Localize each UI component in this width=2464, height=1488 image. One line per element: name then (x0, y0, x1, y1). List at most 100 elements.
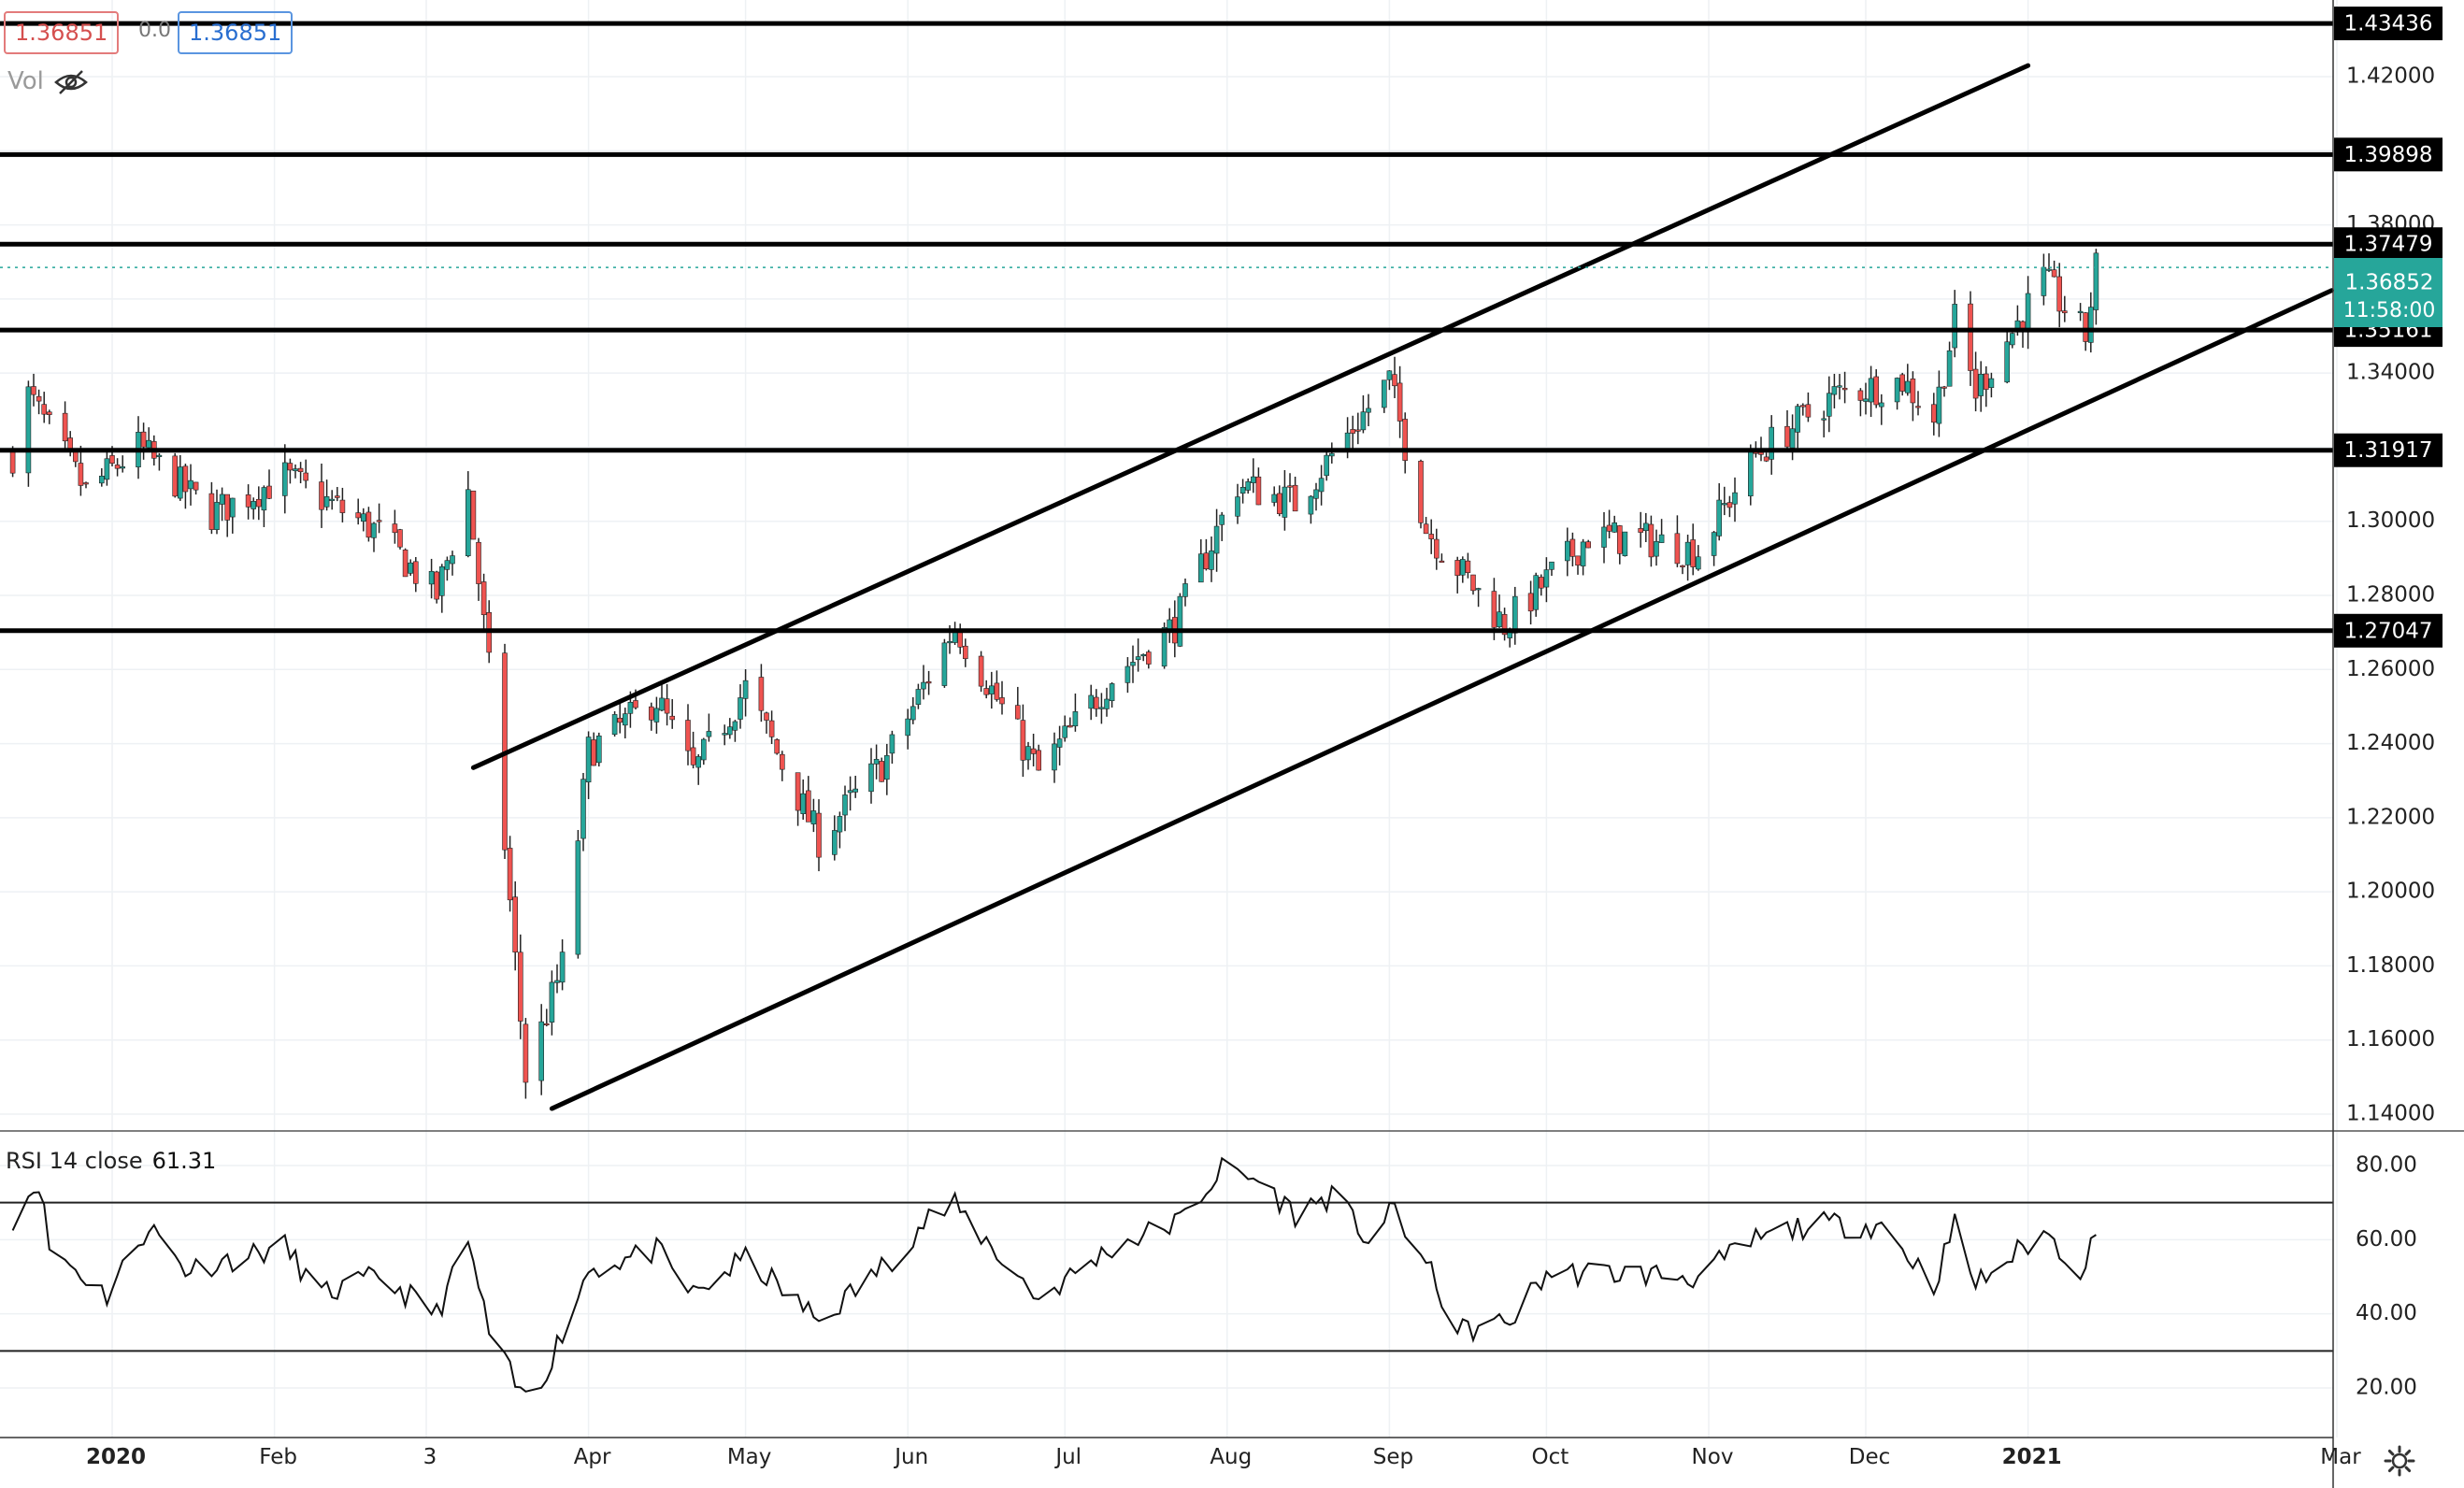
trendlines[interactable] (470, 63, 2334, 1111)
candle-up (883, 755, 890, 780)
candle-down (1805, 404, 1812, 418)
candle-down (1784, 425, 1790, 448)
candle-up (622, 713, 628, 726)
candle-up (329, 498, 336, 501)
candle-down (963, 645, 968, 660)
candle-down (1857, 390, 1864, 401)
candle-up (580, 779, 586, 839)
candle-down (1758, 451, 1764, 455)
candle-up (1601, 526, 1607, 548)
volume-label[interactable]: Vol (7, 67, 44, 95)
candle-up (25, 386, 32, 474)
candle-down (140, 431, 147, 448)
countdown-timer: 11:58:00 (2343, 299, 2436, 322)
time-axis-label: Jul (1053, 1445, 1082, 1469)
candle-up (732, 721, 738, 731)
rsi-legend[interactable]: RSI 14 close 61.31 (6, 1148, 216, 1174)
candle-up (1696, 556, 1701, 570)
candle-down (1648, 523, 1655, 558)
candle-down (297, 467, 304, 473)
rsi-axis-label: 40.00 (2356, 1301, 2417, 1325)
candle-up (360, 513, 366, 522)
candle-down (795, 772, 801, 811)
candle-down (392, 523, 398, 534)
candle-down (999, 697, 1005, 705)
candle-up (1366, 408, 1371, 413)
price-axis[interactable]: 1.14000 1.16000 1.18000 1.20000 1.22000 1.240… (2346, 64, 2435, 1126)
candle-up (1549, 561, 1554, 570)
candle-down (1910, 379, 1916, 404)
gear-icon[interactable] (2384, 1445, 2415, 1477)
candle-up (1056, 738, 1063, 748)
candle-up (1475, 588, 1482, 591)
candle-up (261, 487, 267, 511)
candle-down (1428, 534, 1434, 539)
candle-up (726, 726, 733, 736)
candle-down (1491, 591, 1497, 628)
candle-up (371, 522, 377, 538)
candle-up (1313, 489, 1319, 499)
candle-down (1899, 374, 1905, 392)
candle-up (1025, 746, 1031, 761)
time-axis-label: Oct (1532, 1445, 1569, 1469)
candle-up (146, 439, 151, 449)
level-label-badge (2334, 613, 2443, 648)
level-label-badge (2334, 227, 2443, 262)
candle-down (1465, 560, 1471, 573)
candle-up (1580, 541, 1586, 566)
candle-up (2088, 307, 2094, 343)
candle-up (293, 468, 298, 472)
candle-up (1684, 541, 1691, 565)
rsi-value: 61.31 (151, 1148, 217, 1174)
candle-up (1748, 449, 1754, 496)
upper-channel-trendline[interactable] (470, 63, 2031, 770)
candle-up (868, 763, 874, 793)
candle-up (1978, 373, 1984, 396)
candle-down (669, 715, 676, 721)
candle-down (1292, 484, 1298, 512)
candle-up (1125, 665, 1131, 683)
candle-down (1255, 476, 1262, 506)
candle-down (1585, 541, 1591, 549)
candle-up (738, 697, 743, 720)
candle-down (476, 541, 481, 584)
candle-down (480, 581, 487, 616)
candle-up (1271, 494, 1277, 503)
candle-down (774, 739, 781, 754)
candle-down (303, 472, 309, 481)
candle-down (470, 490, 477, 540)
candle-up (178, 466, 183, 499)
candle-down (1203, 552, 1210, 569)
candle-down (1763, 456, 1769, 462)
candle-up (1329, 452, 1335, 457)
candle-up (281, 462, 288, 496)
time-axis[interactable]: 2020 Feb 3 Apr May Jun Jul Aug Sep Oct Nov Dec 2021 M… (86, 1445, 2361, 1469)
candle-up (2077, 310, 2084, 313)
price-axis-label: 1.28000 (2346, 583, 2435, 608)
candle-up (695, 756, 702, 768)
rsi-panel[interactable] (0, 1156, 2333, 1393)
candle-down (193, 481, 199, 491)
eye-crossed-icon[interactable] (52, 67, 90, 97)
lower-channel-trendline[interactable] (549, 288, 2334, 1111)
candle-down (319, 481, 324, 510)
time-axis-label: Jun (893, 1445, 928, 1469)
candle-down (685, 720, 691, 751)
candle-up (1088, 694, 1094, 709)
candle-up (554, 980, 560, 983)
candle-up (1213, 525, 1220, 554)
candle-down (78, 463, 84, 486)
candle-down (1030, 748, 1037, 754)
candle-up (1098, 707, 1105, 709)
candle-down (764, 712, 769, 721)
candle-down (2083, 312, 2088, 342)
price-panel[interactable] (0, 21, 2334, 1111)
level-label-value: 1.31917 (2343, 438, 2432, 463)
rsi-line (11, 1156, 2097, 1393)
rsi-axis[interactable]: 20.00 40.00 60.00 80.00 (2356, 1153, 2417, 1400)
rsi-axis-label: 20.00 (2356, 1376, 2417, 1400)
horizontal-levels[interactable] (0, 21, 2333, 634)
candle-up (910, 706, 916, 721)
candle-up (2025, 293, 2031, 332)
